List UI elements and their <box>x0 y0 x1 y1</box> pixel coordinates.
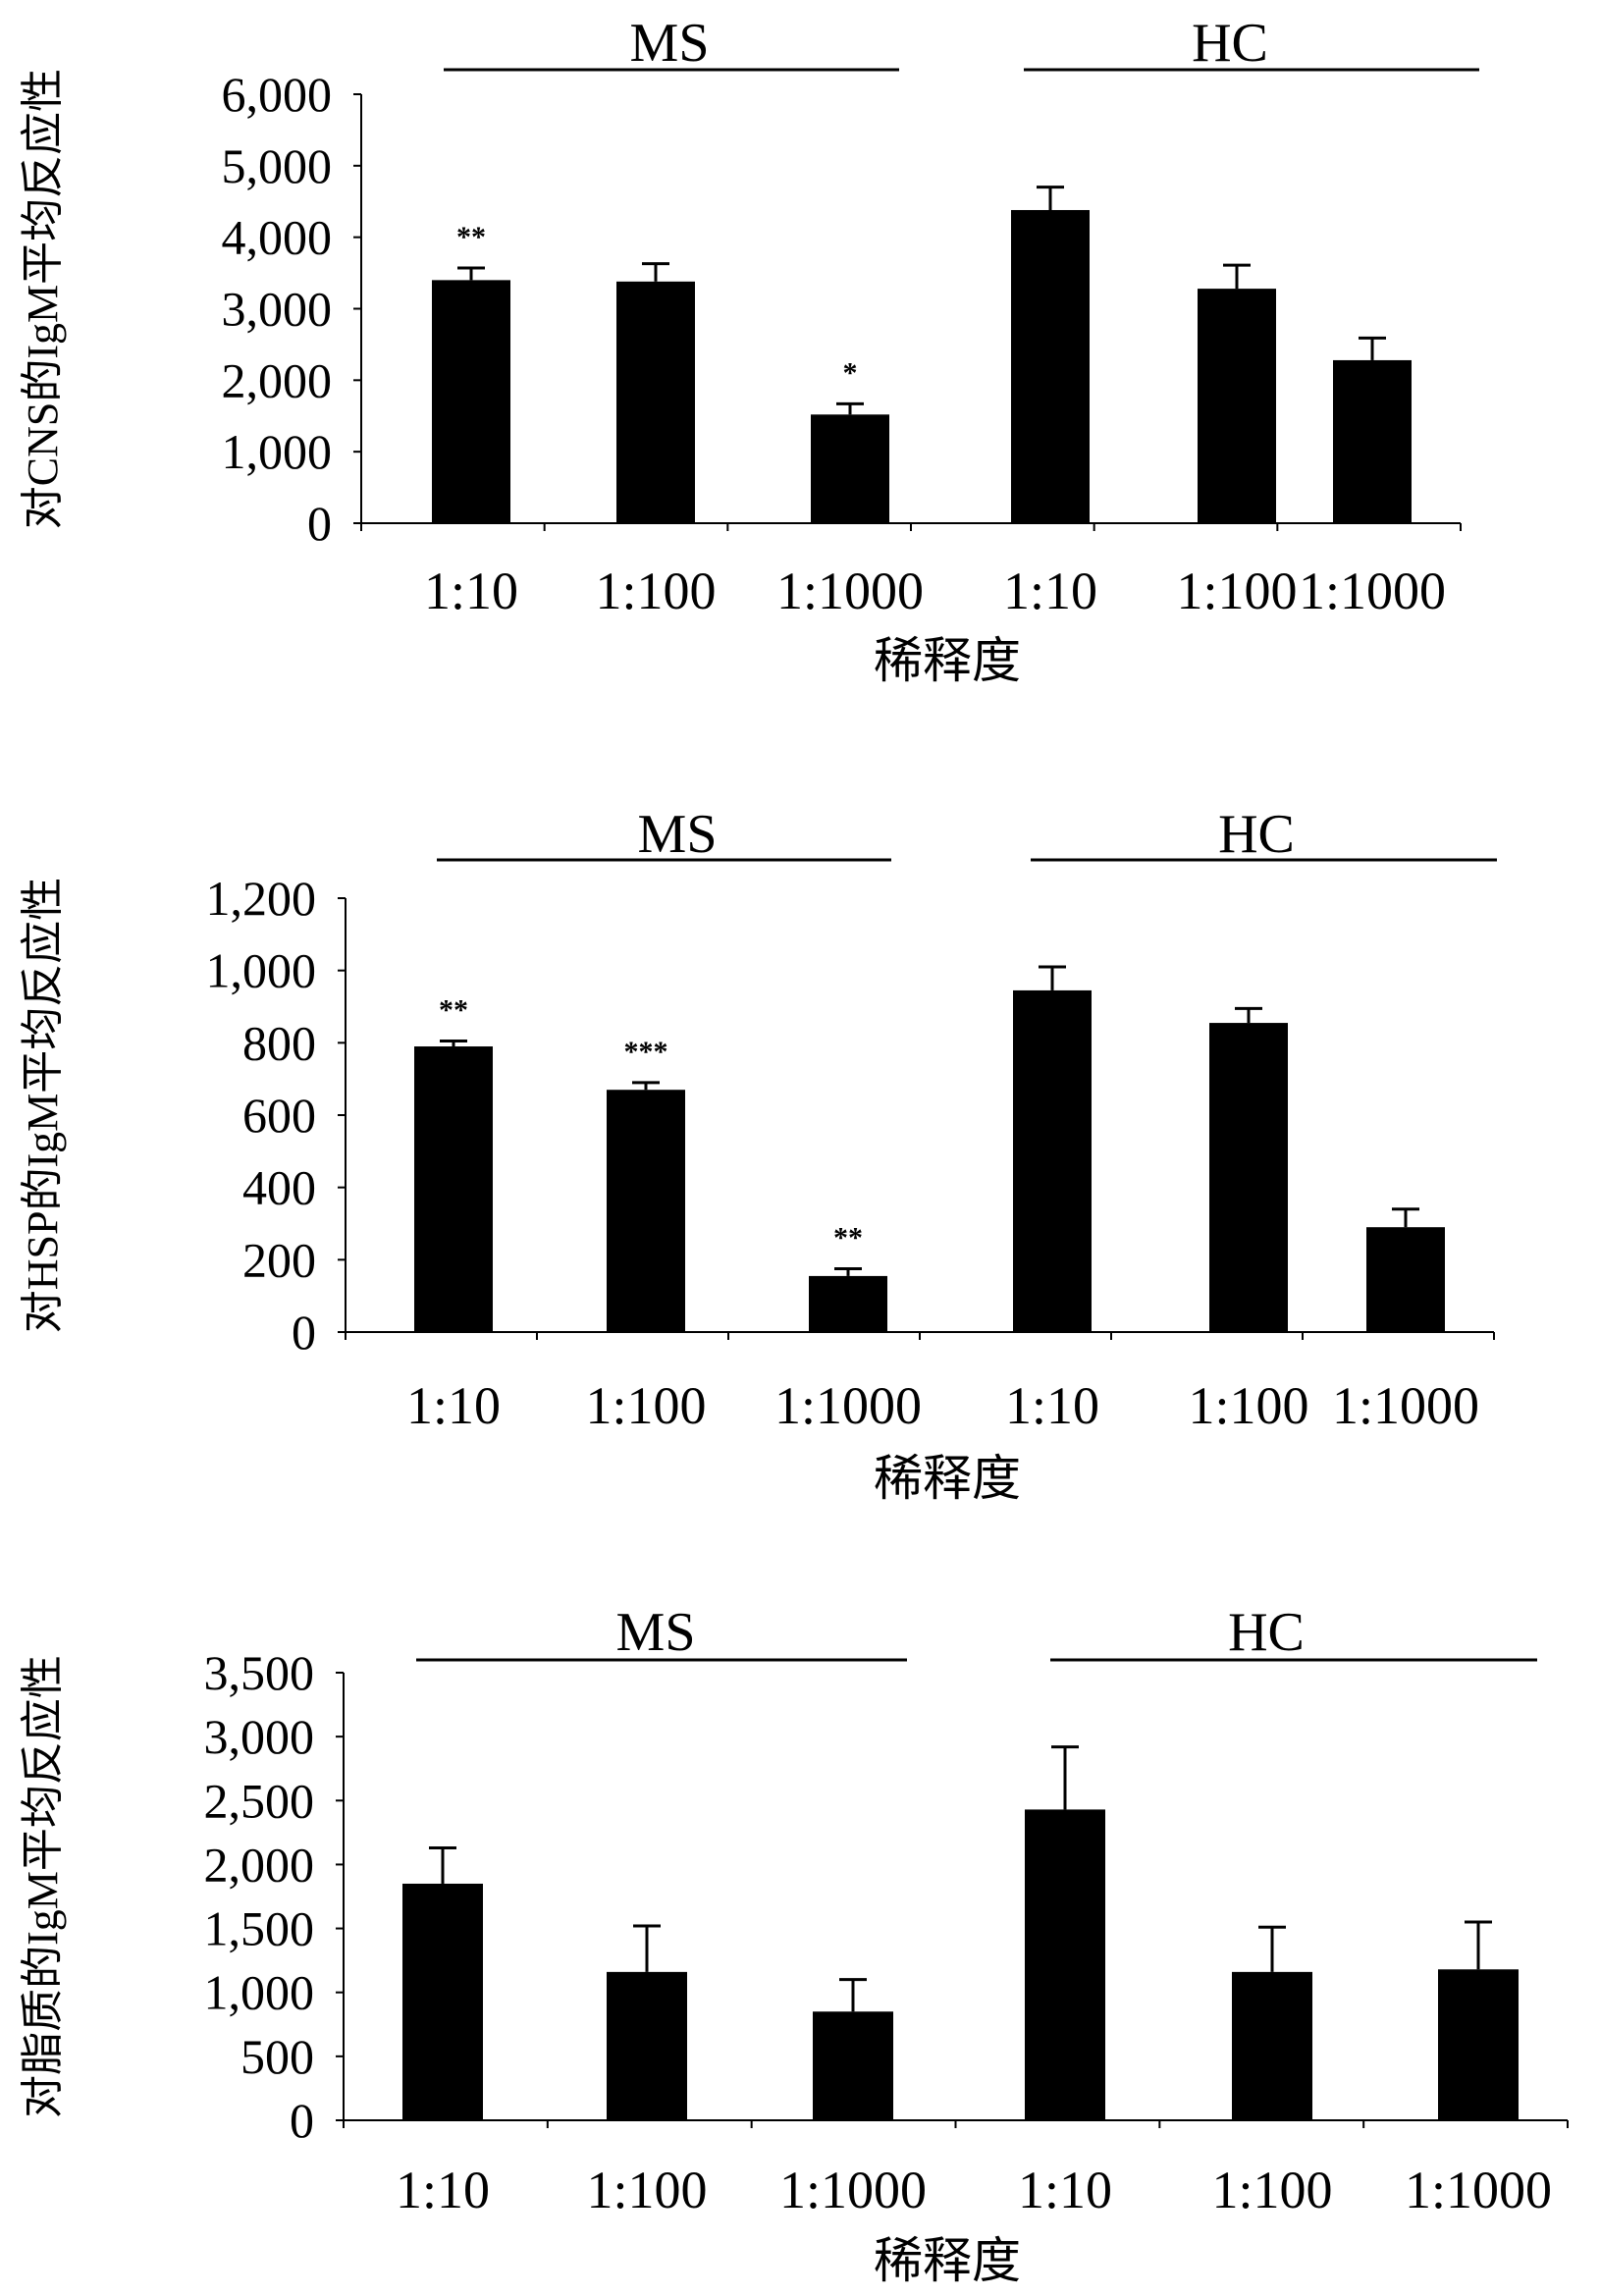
bar <box>607 1090 685 1332</box>
y-tick-label: 3,500 <box>204 1645 315 1700</box>
y-tick-label: 1,200 <box>206 871 317 926</box>
category-label: 1:1000 <box>1299 561 1446 620</box>
x-axis-title: 稀释度 <box>874 1451 1021 1506</box>
significance-label: *** <box>624 1036 668 1068</box>
y-tick-label: 0 <box>307 496 332 551</box>
bar <box>811 414 889 523</box>
y-tick-label: 2,500 <box>204 1773 315 1828</box>
bar <box>1025 1809 1105 2120</box>
category-label: 1:10 <box>406 1376 501 1435</box>
group-label-ms: MS <box>616 1602 696 1663</box>
bar <box>813 2011 893 2120</box>
y-tick-label: 400 <box>242 1160 316 1215</box>
bar <box>1011 210 1090 523</box>
y-tick-label: 2,000 <box>204 1837 315 1892</box>
y-tick-label: 600 <box>242 1088 316 1143</box>
y-axis-title: 对脂质的IgM平均反应性 <box>19 1655 67 2118</box>
y-tick-label: 1,500 <box>204 1901 315 1956</box>
x-axis-title: 稀释度 <box>874 633 1021 688</box>
y-tick-label: 800 <box>242 1015 316 1070</box>
significance-label: ** <box>456 221 486 253</box>
category-label: 1:10 <box>424 561 518 620</box>
bar <box>1438 1969 1519 2120</box>
group-label-ms: MS <box>638 804 718 865</box>
category-label: 1:1000 <box>774 1376 922 1435</box>
bar <box>1366 1227 1445 1332</box>
category-label: 1:10 <box>1018 2161 1112 2219</box>
y-tick-label: 2,000 <box>222 352 333 407</box>
y-tick-label: 3,000 <box>204 1709 315 1764</box>
group-label-hc: HC <box>1192 13 1268 74</box>
category-label: 1:100 <box>595 561 716 620</box>
y-tick-label: 0 <box>290 2093 314 2148</box>
bar <box>1209 1023 1288 1332</box>
category-label: 1:100 <box>585 1376 706 1435</box>
significance-label: ** <box>439 993 468 1026</box>
bar <box>809 1276 887 1332</box>
bar <box>402 1884 483 2120</box>
y-axis-title: 对CNS的IgM平均反应性 <box>19 69 67 529</box>
y-tick-label: 1,000 <box>206 943 317 998</box>
bar <box>1013 990 1092 1332</box>
bar <box>607 1972 687 2120</box>
category-label: 1:1000 <box>1332 1376 1479 1435</box>
y-tick-label: 6,000 <box>222 67 333 122</box>
y-axis-title: 对HSP的IgM平均反应性 <box>19 878 67 1334</box>
y-tick-label: 500 <box>240 2029 314 2084</box>
y-tick-label: 4,000 <box>222 210 333 265</box>
category-label: 1:1000 <box>776 561 924 620</box>
y-tick-label: 200 <box>242 1232 316 1287</box>
category-label: 1:1000 <box>779 2161 927 2219</box>
bar <box>616 282 695 523</box>
bar <box>414 1046 493 1332</box>
category-label: 1:100 <box>586 2161 707 2219</box>
bar <box>1333 360 1412 523</box>
category-label: 1:100 <box>1176 561 1297 620</box>
category-label: 1:100 <box>1211 2161 1332 2219</box>
category-label: 1:1000 <box>1405 2161 1552 2219</box>
y-tick-label: 5,000 <box>222 138 333 193</box>
group-label-hc: HC <box>1228 1602 1305 1663</box>
significance-label: ** <box>833 1222 863 1255</box>
y-tick-label: 1,000 <box>204 1965 315 2020</box>
x-axis-title: 稀释度 <box>874 2233 1021 2288</box>
category-label: 1:100 <box>1188 1376 1308 1435</box>
group-label-ms: MS <box>630 13 710 74</box>
y-tick-label: 1,000 <box>222 424 333 479</box>
category-label: 1:10 <box>1005 1376 1099 1435</box>
significance-label: * <box>843 356 858 389</box>
bar <box>1198 289 1276 523</box>
group-label-hc: HC <box>1218 804 1295 865</box>
bar <box>1232 1972 1312 2120</box>
y-tick-label: 0 <box>292 1305 316 1360</box>
category-label: 1:10 <box>396 2161 490 2219</box>
bar <box>432 280 510 523</box>
category-label: 1:10 <box>1003 561 1097 620</box>
y-tick-label: 3,000 <box>222 282 333 337</box>
